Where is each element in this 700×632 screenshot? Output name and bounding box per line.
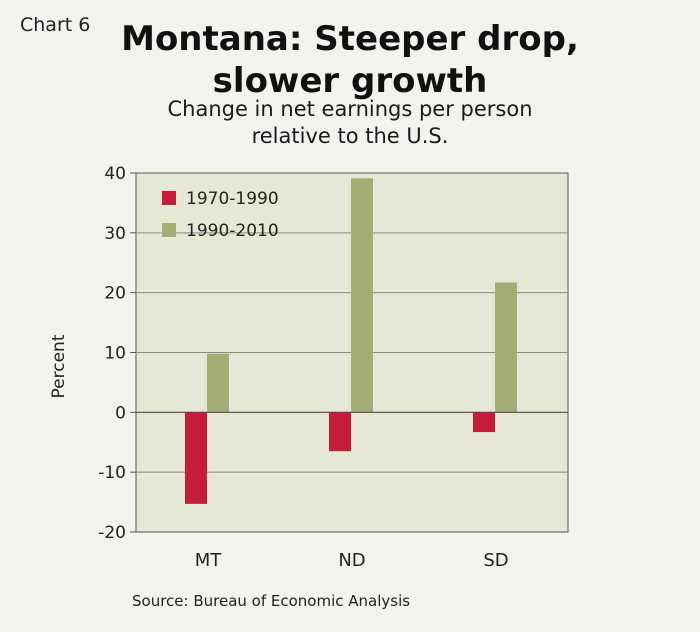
chart-title: Montana: Steeper drop, slower growth <box>0 18 700 102</box>
y-axis-label: Percent <box>49 334 69 398</box>
chart-subtitle-line-2: relative to the U.S. <box>251 124 449 148</box>
x-tick-label: MT <box>195 550 223 571</box>
legend-label: 1970-1990 <box>186 189 279 209</box>
x-tick-label: ND <box>338 550 365 571</box>
bar-nd-1970-1990 <box>329 412 351 452</box>
legend-swatch <box>162 191 176 205</box>
source-note: Source: Bureau of Economic Analysis <box>132 592 411 610</box>
x-tick-label: SD <box>483 550 508 571</box>
bar-mt-1970-1990 <box>185 412 207 504</box>
y-tick-label: 10 <box>104 344 126 364</box>
bar-mt-1990-2010 <box>207 353 229 413</box>
bar-sd-1990-2010 <box>495 282 517 413</box>
y-tick-label: 20 <box>104 284 126 304</box>
y-tick-label: -20 <box>98 523 126 543</box>
chart-title-line-2: slower growth <box>212 61 488 101</box>
bar-sd-1970-1990 <box>473 412 495 433</box>
chart-title-line-1: Montana: Steeper drop, <box>121 19 579 59</box>
chart-number: Chart 6 <box>20 14 91 36</box>
y-tick-label: 30 <box>104 224 126 244</box>
legend-label: 1990-2010 <box>186 221 279 241</box>
bar-nd-1990-2010 <box>351 178 373 413</box>
y-tick-label: 0 <box>115 403 126 423</box>
chart-subtitle: Change in net earnings per person relati… <box>0 96 700 150</box>
chart-subtitle-line-1: Change in net earnings per person <box>167 97 533 121</box>
y-tick-label: 40 <box>104 164 126 184</box>
legend-swatch <box>162 223 176 237</box>
y-tick-label: -10 <box>98 463 126 483</box>
